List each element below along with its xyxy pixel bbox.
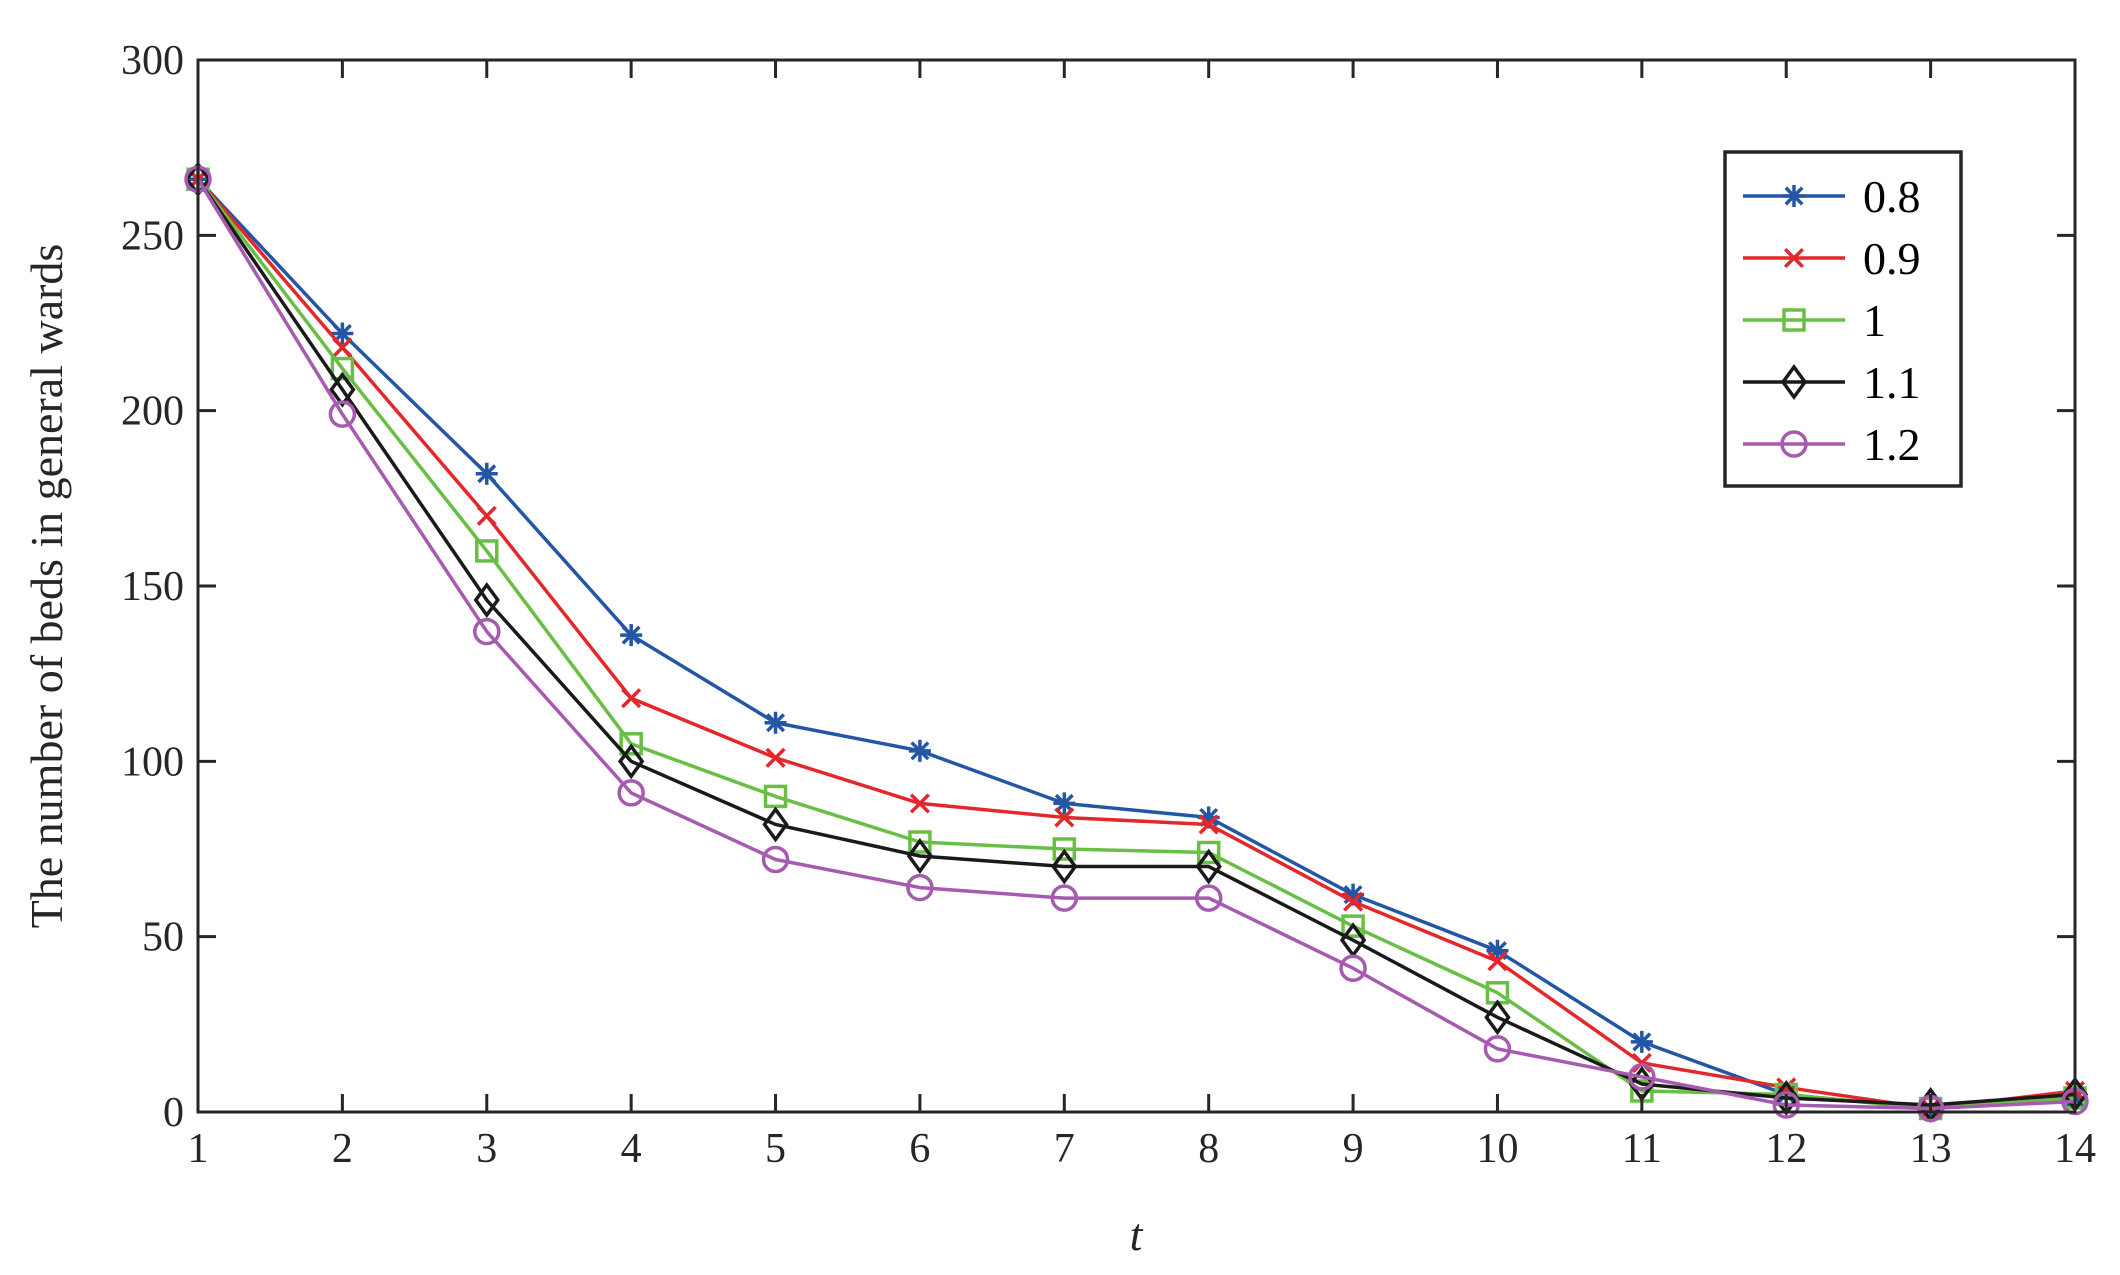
data-point — [1341, 914, 1365, 938]
legend-marker — [1783, 185, 1805, 207]
legend-item: 1 — [1743, 295, 1886, 346]
data-point — [475, 462, 498, 485]
data-point — [1483, 1035, 1512, 1063]
data-point — [908, 739, 931, 762]
legend-marker — [1780, 364, 1808, 400]
data-point — [330, 356, 355, 381]
data-point — [762, 806, 789, 843]
data-point — [1054, 807, 1075, 828]
series-line — [196, 178, 2076, 1111]
x-tick-label: 12 — [1765, 1126, 1807, 1172]
data-point — [329, 371, 356, 408]
data-point — [619, 732, 643, 756]
data-point — [1051, 848, 1078, 885]
x-tick-label: 1 — [188, 1126, 209, 1172]
data-point — [1630, 1030, 1653, 1053]
x-tick-label: 2 — [332, 1126, 353, 1172]
data-point — [908, 830, 932, 854]
data-point — [332, 337, 353, 358]
data-point — [1194, 884, 1223, 912]
data-point — [617, 743, 645, 780]
x-tick-label: 4 — [621, 1126, 642, 1172]
series-line — [196, 178, 2076, 1111]
data-point — [1052, 837, 1077, 861]
y-tick-label: 50 — [142, 915, 184, 961]
data-point — [1628, 1063, 1656, 1091]
data-point — [1195, 848, 1222, 885]
series-line — [196, 178, 2076, 1111]
data-point — [476, 505, 497, 526]
y-axis-label: The number of beds in general wards — [21, 244, 72, 929]
data-point — [906, 838, 934, 874]
legend-label: 1.2 — [1863, 419, 1921, 470]
data-point — [909, 793, 930, 814]
x-tick-label: 10 — [1476, 1126, 1518, 1172]
legend-item: 1.2 — [1743, 419, 1921, 470]
data-point — [1487, 951, 1508, 972]
legend-item: 1.1 — [1743, 357, 1921, 408]
y-tick-label: 250 — [121, 213, 184, 259]
x-tick-label: 6 — [909, 1126, 930, 1172]
legend-marker — [1782, 308, 1806, 332]
y-tick-label: 150 — [121, 564, 184, 610]
legend-marker — [1783, 247, 1805, 269]
series-line — [196, 178, 2076, 1107]
x-tick-label: 7 — [1054, 1126, 1075, 1172]
data-point — [765, 747, 786, 768]
y-tick-label: 0 — [163, 1090, 184, 1136]
data-point — [1343, 891, 1364, 912]
data-point — [473, 617, 501, 646]
data-point — [617, 779, 645, 807]
data-point — [1050, 884, 1079, 912]
data-point — [620, 624, 643, 647]
legend: 0.8 0.9 1 1.1 1.2 — [1723, 150, 1963, 488]
data-point — [475, 539, 499, 563]
data-point — [763, 784, 788, 809]
data-point — [1198, 814, 1219, 835]
data-point — [1631, 1052, 1652, 1073]
legend-item: 0.9 — [1743, 233, 1921, 284]
data-point — [1339, 954, 1367, 982]
x-tick-label: 14 — [2054, 1126, 2096, 1172]
data-point — [761, 845, 790, 874]
data-point — [1484, 999, 1511, 1036]
legend-label: 1 — [1863, 295, 1886, 346]
legend-label: 0.9 — [1863, 233, 1921, 284]
y-tick-label: 300 — [121, 38, 184, 84]
x-axis-label: t — [1130, 1209, 1144, 1260]
data-point — [1772, 1091, 1800, 1119]
data-point — [621, 688, 642, 709]
legend-item: 0.8 — [1743, 171, 1921, 222]
x-tick-label: 8 — [1198, 1126, 1219, 1172]
legend-label: 1.1 — [1863, 357, 1921, 408]
data-point — [473, 582, 500, 618]
data-point — [328, 400, 357, 428]
x-tick-label: 13 — [1910, 1126, 1952, 1172]
data-point — [764, 711, 787, 734]
y-tick-label: 200 — [121, 389, 184, 435]
x-tick-label: 5 — [765, 1126, 786, 1172]
legend-label: 0.8 — [1863, 171, 1921, 222]
series-1.2 — [184, 165, 2089, 1123]
data-point — [906, 873, 934, 902]
legend-marker — [1780, 430, 1808, 458]
data-point — [1196, 840, 1221, 865]
x-tick-label: 11 — [1622, 1126, 1662, 1172]
data-point — [1053, 792, 1076, 815]
y-tick-label: 100 — [121, 739, 184, 785]
x-tick-label: 3 — [476, 1126, 497, 1172]
x-tick-label: 9 — [1343, 1126, 1364, 1172]
